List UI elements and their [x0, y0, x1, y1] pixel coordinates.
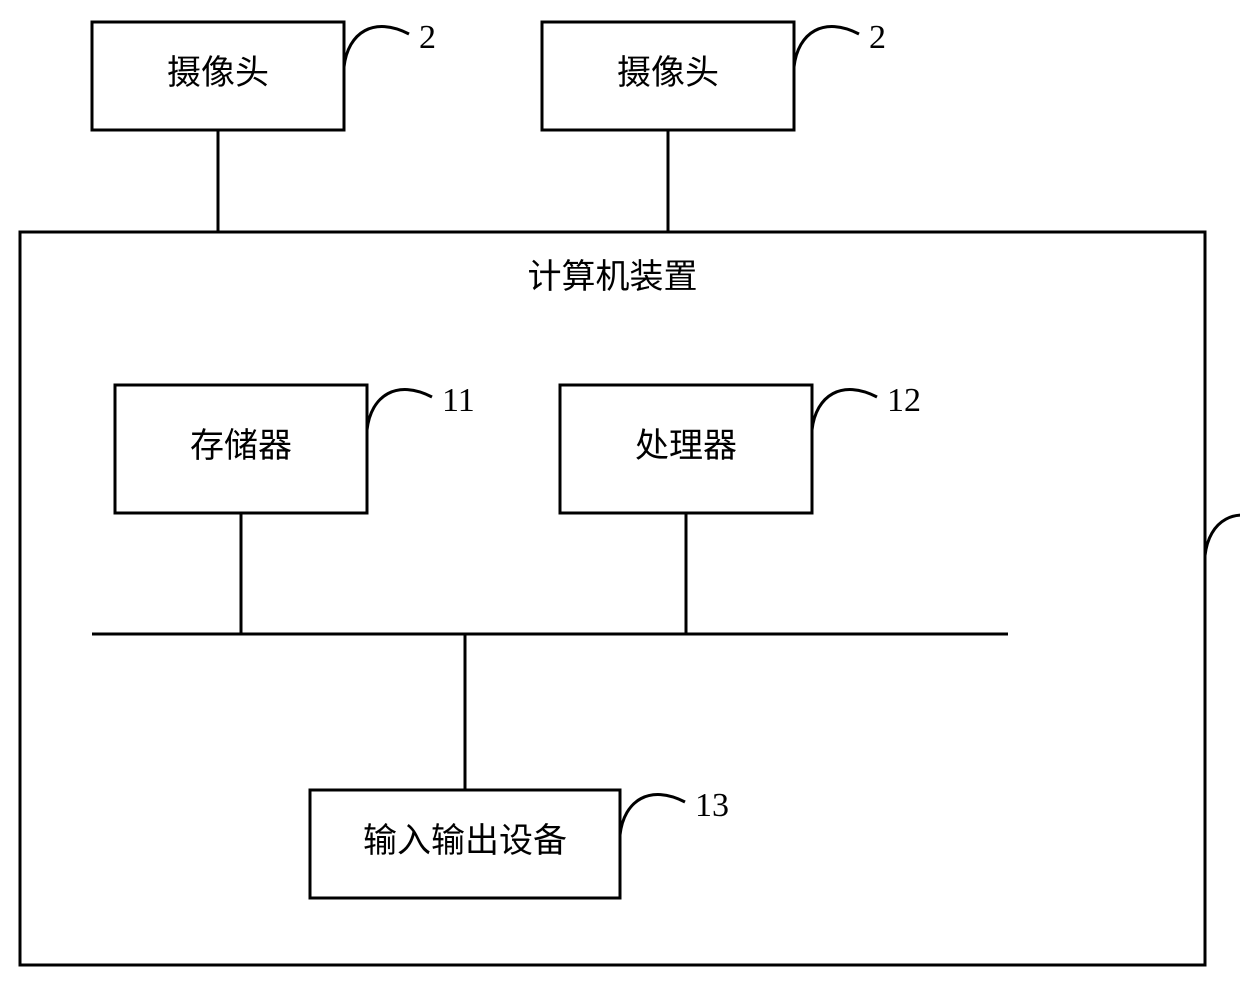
block-diagram: 计算机装置1 摄像头 2 摄像头 2 存储器 11 处理器 12 输入输出设备 13	[0, 0, 1240, 987]
node-camera1-label: 摄像头	[167, 54, 269, 92]
node-memory-label: 存储器	[190, 427, 292, 465]
ref-leader-computer	[1205, 515, 1240, 555]
ref-label-processor: 12	[887, 382, 921, 419]
node-computer-label: 计算机装置	[528, 258, 698, 296]
node-camera2: 摄像头 2	[542, 19, 886, 130]
ref-leader-camera1	[344, 27, 409, 67]
node-io-label: 输入输出设备	[363, 822, 567, 860]
node-camera2-label: 摄像头	[617, 54, 719, 92]
ref-label-camera2: 2	[869, 19, 886, 56]
node-computer: 计算机装置1	[20, 232, 1240, 965]
node-processor-label: 处理器	[635, 428, 737, 465]
ref-label-memory: 11	[442, 382, 475, 419]
ref-label-camera1: 2	[419, 19, 436, 56]
node-camera1: 摄像头 2	[92, 19, 436, 130]
ref-label-io: 13	[695, 787, 729, 824]
ref-leader-camera2	[794, 27, 859, 67]
